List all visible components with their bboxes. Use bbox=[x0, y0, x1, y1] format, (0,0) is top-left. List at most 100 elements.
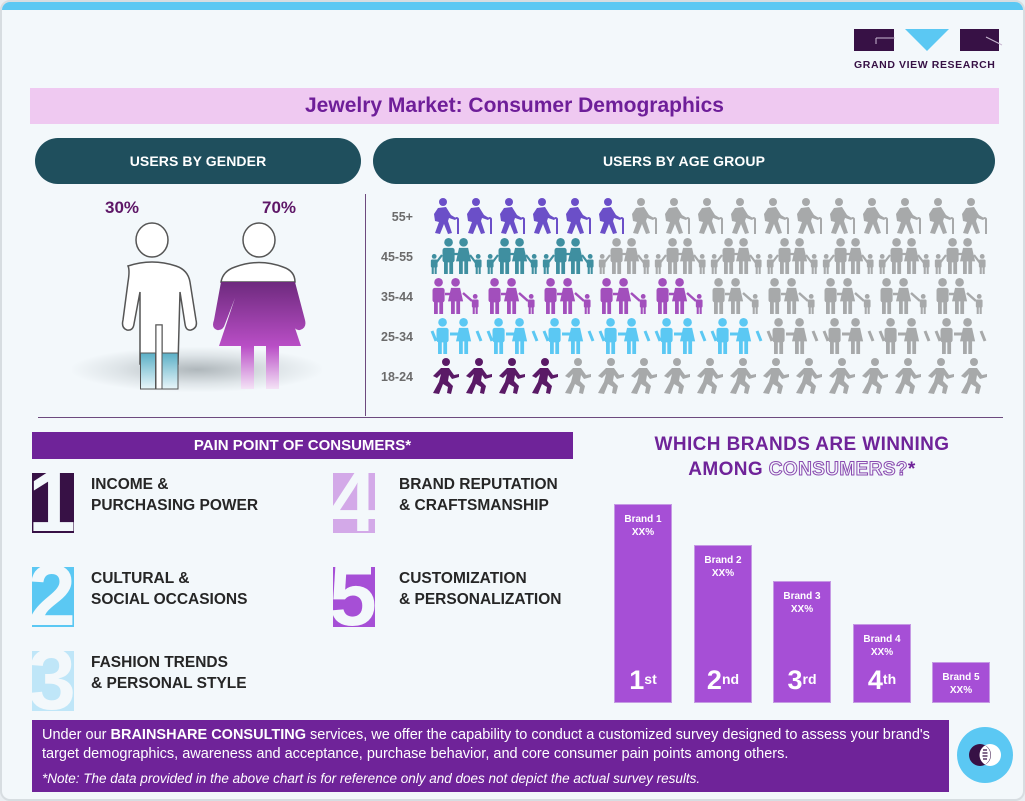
couple-holding-hands-icon bbox=[541, 317, 597, 355]
parents-with-child-icon bbox=[821, 277, 877, 315]
couple-holding-hands-icon bbox=[485, 317, 541, 355]
family-with-children-icon bbox=[877, 237, 933, 275]
brand-name: Brand 4 bbox=[863, 634, 901, 645]
brand-rank: 1st bbox=[629, 665, 657, 695]
couple-holding-hands-icon bbox=[653, 317, 709, 355]
running-person-icon bbox=[627, 357, 660, 395]
brainshare-logo-icon[interactable] bbox=[957, 727, 1013, 783]
number-2-icon: 2 bbox=[32, 567, 74, 627]
footer-note: *Note: The data provided in the above ch… bbox=[42, 771, 701, 786]
couple-holding-hands-icon bbox=[877, 317, 933, 355]
brand-bar-4: Brand 4 XX% 4th bbox=[853, 624, 911, 703]
couple-holding-hands-icon bbox=[765, 317, 821, 355]
age-header-label: USERS BY AGE GROUP bbox=[602, 153, 766, 169]
pain-points-header-label: PAIN POINT OF CONSUMERS* bbox=[193, 437, 412, 454]
outlined-word: CONSUMERS? bbox=[768, 459, 908, 481]
male-percentage: 30% bbox=[105, 198, 140, 217]
brand-name: Brand 2 bbox=[704, 555, 742, 566]
brand-value: XX% bbox=[631, 527, 655, 538]
parents-with-child-icon bbox=[541, 277, 597, 315]
footer-banner: Under our BRAINSHARE CONSULTING services… bbox=[32, 720, 949, 792]
pain-point-2: 2 CULTURAL &SOCIAL OCCASIONS bbox=[32, 567, 247, 627]
male-person-icon bbox=[100, 220, 200, 400]
elderly-with-cane-icon-row bbox=[419, 195, 987, 235]
elderly-with-cane-icon bbox=[924, 197, 957, 235]
logo-mark-icon bbox=[854, 29, 1002, 51]
family-with-children-icon-row bbox=[419, 235, 987, 275]
parents-with-child-icon bbox=[597, 277, 653, 315]
elderly-with-cane-icon bbox=[825, 197, 858, 235]
elderly-with-cane-icon bbox=[660, 197, 693, 235]
gender-section-header: USERS BY GENDER bbox=[35, 138, 361, 184]
section-divider-horizontal bbox=[38, 417, 1003, 418]
age-label: 35-44 bbox=[381, 290, 413, 304]
pain-point-4: 4 BRAND REPUTATION& CRAFTSMANSHIP bbox=[333, 473, 558, 533]
elderly-with-cane-icon bbox=[858, 197, 891, 235]
parents-with-child-icon bbox=[653, 277, 709, 315]
logo-v-shape bbox=[904, 29, 949, 51]
brand-name: Brand 3 bbox=[783, 591, 821, 602]
pain-point-label: BRAND REPUTATION & CRAFTSMANSHIP bbox=[399, 476, 558, 514]
logo-r-shape bbox=[959, 29, 1002, 51]
running-person-icon bbox=[528, 357, 561, 395]
running-person-icon bbox=[858, 357, 891, 395]
pain-point-3: 3 FASHION TRENDS& PERSONAL STYLE bbox=[32, 651, 247, 711]
pain-point-label: INCOME & PURCHASING POWER bbox=[91, 476, 259, 514]
elderly-with-cane-icon bbox=[891, 197, 924, 235]
couple-holding-hands-icon bbox=[821, 317, 877, 355]
running-person-icon bbox=[495, 357, 528, 395]
couple-holding-hands-icon bbox=[709, 317, 765, 355]
running-person-icon bbox=[462, 357, 495, 395]
parents-with-child-icon bbox=[765, 277, 821, 315]
grand-view-research-logo[interactable]: GRAND VIEW RESEARCH bbox=[854, 29, 1002, 74]
figure-shadow bbox=[72, 347, 322, 392]
running-person-icon bbox=[792, 357, 825, 395]
family-with-children-icon bbox=[597, 237, 653, 275]
page-title: Jewelry Market: Consumer Demographics bbox=[305, 94, 724, 117]
age-row-55plus: 55+ bbox=[374, 195, 989, 235]
elderly-with-cane-icon bbox=[759, 197, 792, 235]
running-person-icon bbox=[759, 357, 792, 395]
parents-with-child-icon bbox=[429, 277, 485, 315]
parents-with-child-icon bbox=[877, 277, 933, 315]
age-label: 45-55 bbox=[381, 250, 413, 264]
elderly-with-cane-icon bbox=[462, 197, 495, 235]
pain-point-label: FASHION TRENDS & PERSONAL STYLE bbox=[91, 654, 247, 692]
couple-holding-hands-icon bbox=[429, 317, 485, 355]
parents-with-child-icon bbox=[485, 277, 541, 315]
elderly-with-cane-icon bbox=[429, 197, 462, 235]
pain-point-label: CUSTOMIZATION & PERSONALIZATION bbox=[399, 570, 562, 608]
elderly-with-cane-icon bbox=[594, 197, 627, 235]
top-accent-bar bbox=[2, 2, 1023, 10]
running-person-icon bbox=[594, 357, 627, 395]
number-1-icon: 1 bbox=[32, 473, 74, 533]
brand-value: XX% bbox=[790, 604, 814, 615]
female-percentage: 70% bbox=[262, 198, 297, 217]
title-band: Jewelry Market: Consumer Demographics bbox=[30, 88, 999, 124]
brainshare-consulting-link[interactable]: BRAINSHARE CONSULTING bbox=[110, 727, 306, 743]
elderly-with-cane-icon bbox=[528, 197, 561, 235]
family-with-children-icon bbox=[933, 237, 987, 275]
female-person-icon bbox=[209, 220, 319, 400]
running-person-icon bbox=[660, 357, 693, 395]
running-person-icon bbox=[924, 357, 957, 395]
brand-name: Brand 1 bbox=[624, 514, 662, 525]
elderly-with-cane-icon bbox=[693, 197, 726, 235]
parents-with-child-icon-row bbox=[419, 275, 987, 315]
couple-holding-hands-icon bbox=[597, 317, 653, 355]
running-person-icon bbox=[891, 357, 924, 395]
age-label: 25-34 bbox=[381, 330, 413, 344]
number-3-icon: 3 bbox=[32, 651, 74, 711]
elderly-with-cane-icon bbox=[495, 197, 528, 235]
pain-points-header: PAIN POINT OF CONSUMERS* bbox=[32, 432, 573, 459]
logo-text: GRAND VIEW RESEARCH bbox=[854, 59, 996, 71]
age-section-header: USERS BY AGE GROUP bbox=[373, 138, 995, 184]
parents-with-child-icon bbox=[933, 277, 987, 315]
running-person-icon bbox=[693, 357, 726, 395]
pain-point-label: CULTURAL & SOCIAL OCCASIONS bbox=[91, 570, 248, 608]
running-person-icon-row bbox=[419, 355, 987, 395]
family-with-children-icon bbox=[429, 237, 485, 275]
gender-header-label: USERS BY GENDER bbox=[129, 153, 267, 169]
couple-holding-hands-icon bbox=[933, 317, 987, 355]
